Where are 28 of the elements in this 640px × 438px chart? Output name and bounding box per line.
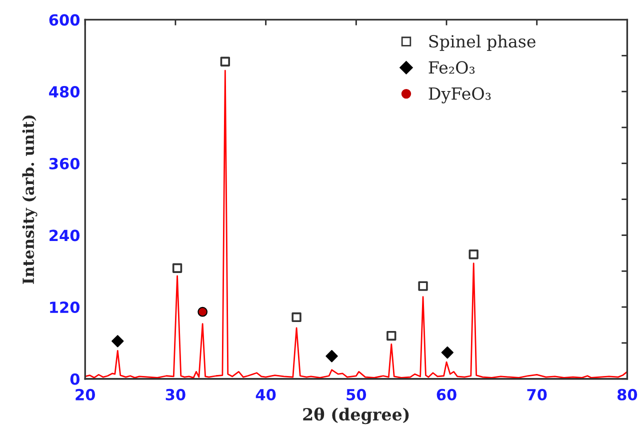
y-tick-label: 360 xyxy=(49,158,80,170)
y-tick-label: 480 xyxy=(49,86,80,98)
y-tick-label: 600 xyxy=(49,14,80,26)
y-tick-label: 120 xyxy=(50,302,80,314)
point xyxy=(418,281,428,291)
legend-label: Spinel phase xyxy=(429,34,536,51)
point xyxy=(172,263,182,273)
point xyxy=(220,56,230,66)
x-tick-label: 60 xyxy=(436,388,456,400)
x-axis-title: 2θ (degree) xyxy=(303,408,409,424)
point xyxy=(198,306,208,317)
x-tick-label: 50 xyxy=(346,388,366,400)
point xyxy=(386,330,396,341)
x-tick-label: 80 xyxy=(618,388,638,400)
point xyxy=(326,350,338,362)
point xyxy=(292,312,302,322)
point xyxy=(441,346,454,359)
x-tick-label: 70 xyxy=(527,388,547,400)
legend-label: DyFeO₃ xyxy=(428,87,491,104)
legend-label: Fe₂O₃ xyxy=(428,61,475,74)
point xyxy=(112,335,124,348)
point xyxy=(468,250,478,260)
x-tick-label: 40 xyxy=(256,388,276,400)
y-tick-label: 0 xyxy=(70,373,80,385)
x-tick-label: 30 xyxy=(166,388,186,400)
x-tick-label: 20 xyxy=(76,388,96,400)
y-tick-label: 240 xyxy=(50,230,80,242)
y-axis-title: Intensity (arb. unit) xyxy=(22,115,38,284)
